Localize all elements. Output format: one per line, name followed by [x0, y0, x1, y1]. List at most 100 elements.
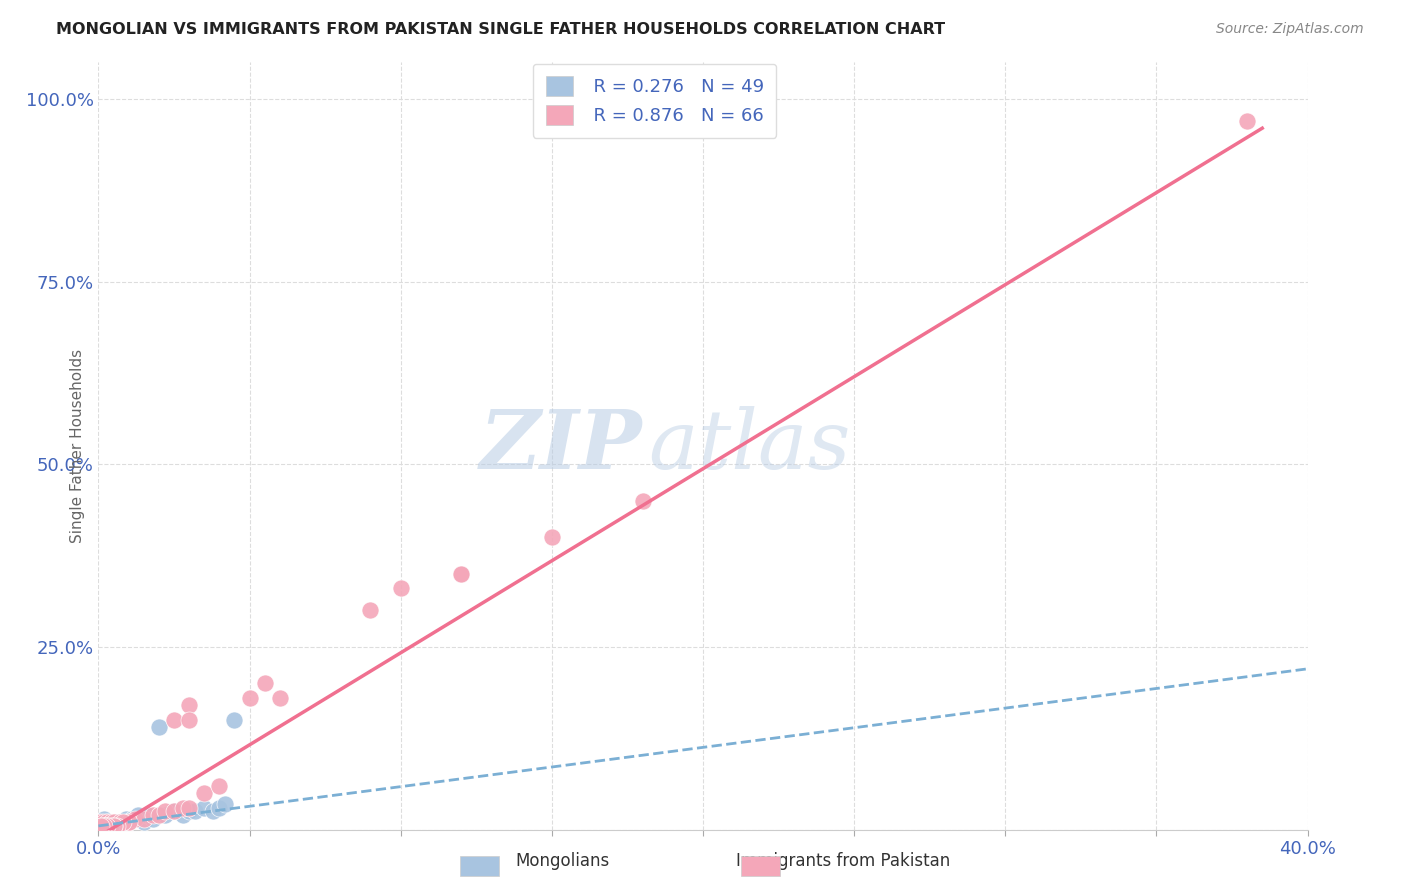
Point: [450, 566, 472, 581]
Point: [93, 815, 115, 830]
Point: [90, 819, 112, 833]
Point: [96, 819, 118, 833]
Point: [103, 822, 125, 837]
Point: [96, 815, 118, 830]
Point: [148, 720, 170, 734]
Point: [96, 819, 118, 833]
Point: [100, 822, 122, 837]
Point: [96, 819, 118, 833]
Point: [90, 822, 112, 837]
Point: [103, 819, 125, 833]
Point: [96, 822, 118, 837]
Point: [105, 815, 128, 830]
Point: [100, 819, 122, 833]
Point: [111, 815, 134, 830]
Point: [193, 800, 215, 814]
Point: [100, 819, 122, 833]
Point: [360, 603, 382, 617]
Point: [1236, 114, 1258, 128]
Point: [163, 713, 186, 727]
Text: Mongolians: Mongolians: [515, 852, 610, 870]
Point: [208, 779, 231, 793]
Point: [103, 819, 125, 833]
Point: [239, 691, 262, 706]
Point: [153, 808, 176, 822]
Point: [90, 822, 112, 837]
Point: [179, 805, 201, 819]
Text: Source: ZipAtlas.com: Source: ZipAtlas.com: [1216, 22, 1364, 37]
Point: [100, 819, 122, 833]
Point: [124, 812, 146, 826]
Point: [111, 815, 134, 830]
Point: [163, 805, 186, 819]
Point: [100, 822, 122, 837]
Point: [224, 713, 246, 727]
Point: [253, 676, 276, 690]
Point: [100, 815, 122, 830]
Point: [118, 815, 141, 830]
Y-axis label: Single Father Households: Single Father Households: [69, 349, 84, 543]
Point: [90, 819, 112, 833]
Point: [172, 800, 194, 814]
Point: [132, 812, 155, 826]
Point: [96, 819, 118, 833]
Legend:   R = 0.276   N = 49,   R = 0.876   N = 66: R = 0.276 N = 49, R = 0.876 N = 66: [533, 64, 776, 138]
Point: [93, 822, 115, 837]
Point: [90, 822, 112, 837]
Point: [87, 815, 110, 830]
Point: [111, 819, 134, 833]
Point: [93, 819, 115, 833]
Point: [93, 819, 115, 833]
Point: [93, 815, 115, 830]
Point: [108, 815, 131, 830]
Point: [132, 815, 155, 830]
Point: [179, 698, 201, 713]
Point: [148, 808, 170, 822]
Point: [87, 819, 110, 833]
Point: [142, 808, 165, 822]
Point: [96, 815, 118, 830]
Point: [96, 822, 118, 837]
Point: [208, 800, 231, 814]
Point: [103, 819, 125, 833]
Point: [90, 815, 112, 830]
Point: [87, 822, 110, 837]
Point: [93, 819, 115, 833]
Point: [87, 822, 110, 837]
Text: atlas: atlas: [648, 406, 851, 486]
Point: [103, 822, 125, 837]
Point: [389, 582, 412, 596]
Point: [108, 819, 131, 833]
Point: [90, 819, 112, 833]
Text: MONGOLIAN VS IMMIGRANTS FROM PAKISTAN SINGLE FATHER HOUSEHOLDS CORRELATION CHART: MONGOLIAN VS IMMIGRANTS FROM PAKISTAN SI…: [56, 22, 945, 37]
Point: [105, 819, 128, 833]
Point: [184, 805, 207, 819]
Point: [450, 566, 472, 581]
Point: [135, 808, 157, 822]
Point: [93, 822, 115, 837]
Point: [163, 805, 186, 819]
Point: [118, 815, 141, 830]
Point: [103, 815, 125, 830]
Point: [93, 822, 115, 837]
Point: [93, 819, 115, 833]
Point: [93, 822, 115, 837]
Point: [118, 815, 141, 830]
Point: [142, 812, 165, 826]
Point: [100, 815, 122, 830]
Point: [90, 815, 112, 830]
Point: [105, 822, 128, 837]
Point: [172, 808, 194, 822]
Point: [179, 713, 201, 727]
Point: [105, 819, 128, 833]
Point: [214, 797, 236, 811]
Point: [148, 808, 170, 822]
Text: ZIP: ZIP: [479, 406, 643, 486]
Point: [193, 786, 215, 800]
Point: [121, 812, 143, 826]
Point: [103, 819, 125, 833]
Point: [96, 819, 118, 833]
Point: [90, 819, 112, 833]
Point: [179, 800, 201, 814]
Point: [202, 805, 225, 819]
